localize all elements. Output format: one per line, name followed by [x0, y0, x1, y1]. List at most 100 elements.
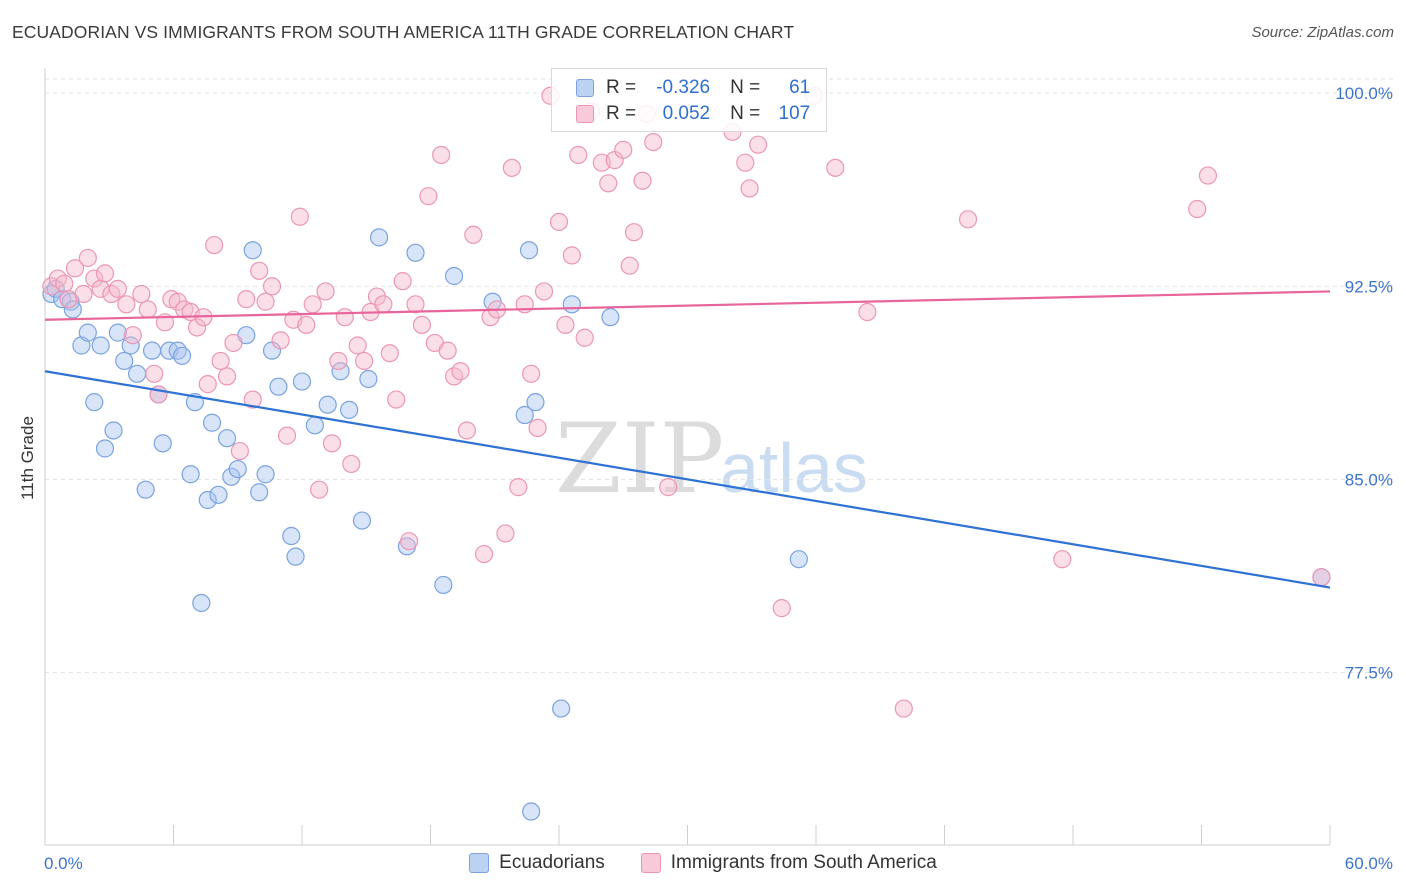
- immigrant-trend-line: [44, 290, 1331, 321]
- immigrant-point: [262, 277, 282, 296]
- immigrant-point: [1312, 568, 1331, 587]
- immigrant-point: [387, 390, 406, 409]
- y-axis-title: 11th Grade: [18, 416, 37, 500]
- immigrant-point: [271, 331, 290, 350]
- immigrant-point: [474, 544, 494, 564]
- ecuadorian-point: [202, 413, 222, 432]
- legend-r-value: -0.326: [656, 77, 711, 98]
- immigrant-point: [624, 223, 644, 242]
- legend-item-immigrants: Immigrants from South America: [640, 852, 937, 874]
- legend-swatch-pink: [576, 105, 594, 123]
- immigrant-point: [659, 478, 678, 497]
- immigrant-point: [74, 284, 93, 304]
- immigrant-point: [858, 302, 877, 322]
- legend-r-label: R =: [606, 77, 637, 98]
- ecuadorian-point: [601, 308, 620, 327]
- immigrant-point: [243, 390, 262, 409]
- immigrant-point: [230, 441, 249, 461]
- ecuadorian-point: [142, 341, 162, 360]
- watermark-zip: ZIP: [555, 403, 724, 515]
- ecuadorian-point: [789, 550, 808, 569]
- immigrant-point: [380, 344, 399, 363]
- legend-r-value: 0.052: [662, 103, 711, 124]
- immigrant-point: [496, 524, 515, 543]
- immigrant-point: [749, 135, 768, 154]
- ecuadorian-point: [286, 547, 305, 566]
- immigrant-point: [1053, 550, 1072, 569]
- immigrant-point: [187, 318, 207, 337]
- ecuadorian-point: [359, 369, 378, 389]
- immigrant-point: [393, 272, 412, 291]
- immigrant-point: [117, 295, 136, 314]
- legend-row-immigrants: R = 0.052 N = 107: [576, 103, 810, 125]
- legend-swatch-blue: [469, 853, 490, 873]
- ecuadorian-point: [305, 416, 324, 435]
- legend-n-label: N =: [730, 77, 761, 98]
- y-tick-label: 85.0%: [1345, 470, 1393, 489]
- immigrant-point: [95, 264, 115, 283]
- x-tick-label: 0.0%: [44, 854, 83, 873]
- immigrant-point: [736, 153, 755, 172]
- stats-legend: R = -0.326 N = 61 R = 0.052 N = 107: [551, 68, 827, 132]
- ecuadorian-point: [209, 485, 228, 504]
- immigrant-point: [599, 174, 618, 193]
- legend-swatch-blue: [576, 79, 594, 97]
- ecuadorian-point: [172, 346, 192, 365]
- immigrant-point: [138, 300, 157, 319]
- immigrant-point: [237, 290, 256, 309]
- immigrant-point: [355, 351, 374, 371]
- immigrant-point: [342, 454, 361, 474]
- immigrant-point: [399, 532, 419, 551]
- immigrant-point: [55, 274, 74, 293]
- ecuadorian-point: [127, 364, 147, 383]
- immigrant-point: [569, 145, 588, 165]
- immigrant-point: [348, 336, 367, 355]
- ecuadorian-point: [526, 393, 545, 412]
- immigrant-point: [1188, 199, 1207, 219]
- immigrant-point: [329, 351, 348, 371]
- immigrant-point: [740, 179, 759, 198]
- immigrant-point: [406, 295, 425, 314]
- immigrant-point: [256, 292, 275, 311]
- immigrant-point: [198, 375, 217, 394]
- immigrant-point: [644, 132, 663, 152]
- ecuadorian-point: [78, 323, 97, 342]
- immigrant-point: [958, 210, 978, 229]
- ecuadorian-trend-line: [44, 370, 1331, 589]
- ecuadorian-point: [95, 439, 115, 458]
- immigrant-point: [826, 158, 845, 177]
- immigrant-point: [303, 295, 322, 314]
- immigrant-point: [374, 295, 393, 314]
- legend-label-immigrants: Immigrants from South America: [670, 852, 937, 873]
- ecuadorian-point: [406, 243, 425, 262]
- immigrant-point: [412, 315, 432, 335]
- ecuadorian-point: [63, 300, 82, 319]
- immigrant-point: [575, 328, 594, 347]
- ecuadorian-point: [340, 400, 359, 419]
- ecuadorian-point: [434, 575, 453, 595]
- immigrant-point: [224, 333, 243, 353]
- immigrant-point: [464, 225, 483, 244]
- immigrant-point: [451, 362, 470, 381]
- ecuadorian-point: [250, 483, 269, 502]
- immigrant-point: [297, 315, 316, 335]
- legend-swatch-pink: [640, 853, 661, 873]
- ecuadorian-point: [269, 377, 288, 396]
- immigrant-point: [316, 282, 335, 301]
- immigrant-point: [432, 145, 451, 165]
- ecuadorian-point: [198, 490, 217, 510]
- immigrant-point: [509, 478, 528, 497]
- legend-n-label: N =: [730, 103, 761, 124]
- watermark-atlas: atlas: [720, 429, 868, 507]
- immigrant-point: [85, 269, 104, 288]
- ecuadorian-point: [352, 511, 372, 530]
- legend-n-value: 107: [778, 103, 811, 124]
- immigrant-point: [123, 326, 142, 345]
- y-tick-label: 100.0%: [1335, 84, 1393, 103]
- ecuadorian-point: [282, 526, 301, 546]
- immigrant-point: [534, 282, 554, 301]
- ecuadorian-point: [85, 393, 104, 412]
- ecuadorian-point: [444, 266, 464, 286]
- immigrant-point: [65, 259, 85, 278]
- ecuadorian-point: [292, 372, 312, 391]
